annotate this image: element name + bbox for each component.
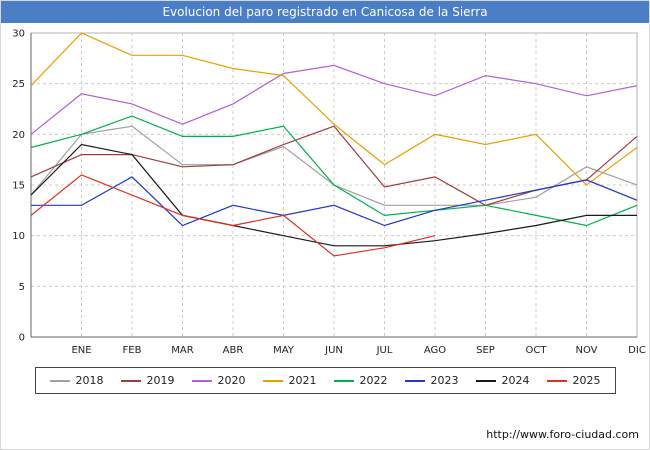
legend-label: 2023 — [430, 374, 459, 387]
series-line-2024 — [30, 143, 637, 247]
footer-link[interactable]: http://www.foro-ciudad.com — [486, 428, 639, 441]
legend-color-dash — [404, 379, 425, 382]
y-tick-label: 20 — [12, 130, 25, 141]
legend-item-2022: 2022 — [333, 374, 388, 387]
series-line-2022 — [30, 115, 638, 227]
legend-item-2020: 2020 — [191, 374, 246, 387]
y-tick-label: 5 — [19, 282, 25, 293]
y-tick-label: 10 — [12, 231, 25, 242]
legend-item-2024: 2024 — [475, 374, 530, 387]
y-tick-label: 25 — [12, 79, 25, 90]
series-line-2020 — [30, 64, 638, 135]
unemployment-line-chart: 0 5 10 15 20 25 30 ENE FEB MAR ABR MAY JUN JUL AGO SEP O… — [12, 29, 646, 357]
legend-color-dash — [475, 379, 496, 382]
legend-row: 2018 2019 2020 2021 2022 2023 2024 2025 — [1, 367, 649, 394]
legend-item-2021: 2021 — [262, 374, 317, 387]
legend-label: 2025 — [572, 374, 601, 387]
title-bar: Evolucion del paro registrado en Canicos… — [1, 1, 649, 23]
x-tick-label: ABR — [223, 345, 244, 356]
legend-color-dash — [191, 379, 212, 382]
legend-label: 2019 — [146, 374, 175, 387]
legend-color-dash — [120, 379, 141, 382]
x-tick-label: NOV — [575, 345, 597, 356]
legend-color-dash — [262, 379, 283, 382]
legend-item-2019: 2019 — [120, 374, 175, 387]
y-tick-label: 15 — [12, 181, 25, 192]
series-line-2023 — [31, 176, 638, 227]
legend-item-2018: 2018 — [49, 374, 104, 387]
legend-label: 2024 — [501, 374, 530, 387]
series-line-2021 — [30, 32, 638, 186]
legend-label: 2021 — [288, 374, 317, 387]
x-tick-label: SEP — [476, 345, 495, 356]
series-line-2025 — [30, 174, 436, 257]
legend-item-2025: 2025 — [546, 374, 601, 387]
y-tick-label: 0 — [19, 333, 25, 344]
x-tick-label: OCT — [526, 345, 548, 356]
x-tick-label: AGO — [424, 345, 446, 356]
x-tick-label: JUN — [324, 345, 343, 356]
x-tick-label: MAY — [273, 345, 295, 356]
x-tick-label: DIC — [628, 345, 646, 356]
legend-color-dash — [333, 379, 354, 382]
legend-label: 2022 — [359, 374, 388, 387]
legend-item-2023: 2023 — [404, 374, 459, 387]
legend-label: 2018 — [75, 374, 104, 387]
chart-legend: 2018 2019 2020 2021 2022 2023 2024 2025 — [34, 367, 616, 394]
legend-color-dash — [546, 379, 567, 382]
x-tick-label: FEB — [123, 345, 142, 356]
legend-label: 2020 — [217, 374, 246, 387]
x-tick-label: MAR — [171, 345, 193, 356]
y-tick-label: 30 — [12, 29, 25, 40]
x-tick-label: JUL — [376, 345, 393, 356]
x-tick-label: ENE — [71, 345, 91, 356]
page-title: Evolucion del paro registrado en Canicos… — [162, 5, 488, 19]
legend-color-dash — [49, 379, 70, 382]
